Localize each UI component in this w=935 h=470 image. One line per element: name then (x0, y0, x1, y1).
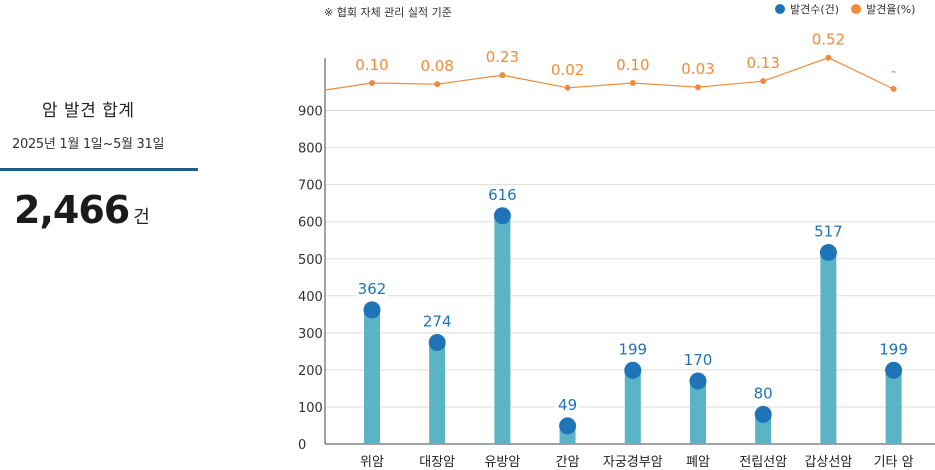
bar-value-label: 199 (879, 340, 908, 358)
category-label: 대장암 (419, 455, 455, 470)
y-tick-label: 200 (298, 364, 323, 379)
legend-item-rate: 발견율(%) (851, 1, 915, 17)
rate-value-label: 0.23 (486, 48, 519, 66)
rate-value-label: 0.13 (746, 54, 779, 72)
rate-point (825, 54, 832, 61)
y-tick-label: 700 (298, 179, 323, 194)
category-label: 위암 (360, 455, 384, 470)
category-label: 전립선암 (739, 455, 787, 470)
bar-value-label: 517 (814, 222, 843, 240)
bar-marker (885, 361, 903, 379)
y-tick-label: 900 (298, 105, 323, 120)
category-label: 간암 (556, 455, 580, 470)
bar-value-label: 616 (488, 186, 517, 204)
legend-rate-label: 발견율(%) (866, 3, 916, 16)
rate-point (499, 72, 506, 79)
bar-marker (493, 207, 511, 225)
bar-marker (363, 301, 381, 319)
bar-value-label: 362 (358, 280, 387, 298)
bar-value-label: 170 (684, 351, 713, 369)
bar (494, 215, 511, 444)
summary-title: 암 발견 합계 (42, 101, 135, 121)
bar (690, 381, 706, 444)
rate-point (369, 79, 375, 86)
bar (624, 370, 641, 444)
y-tick-label: 400 (298, 290, 323, 305)
y-tick-label: 100 (298, 401, 323, 416)
y-tick-label: 0 (298, 438, 306, 453)
rate-value-label: 0.02 (551, 61, 584, 79)
rate-line (324, 57, 894, 91)
rate-value-label: 0.03 (681, 60, 714, 78)
rate-point (695, 84, 701, 91)
bar-marker (428, 333, 446, 351)
bar-marker (624, 361, 642, 379)
rate-point (760, 78, 767, 85)
chart-legend: 발견수(건) 발견율(%) (775, 1, 915, 17)
rate-value-label: 0.10 (355, 56, 388, 74)
bar-value-label: 199 (618, 340, 647, 358)
rate-value-label: 0.10 (616, 56, 649, 74)
rate-point (434, 81, 441, 88)
chart-note: ※ 협회 자체 관리 실적 기준 (324, 6, 452, 19)
legend-rate-dot-icon (851, 4, 862, 14)
y-tick-label: 800 (298, 142, 323, 157)
rate-value-label: 0.08 (420, 57, 453, 75)
category-label: 기타 암 (874, 455, 914, 470)
category-label: 폐암 (686, 455, 710, 470)
rate-point (890, 86, 897, 92)
rate-value-label: - (891, 62, 896, 80)
summary-period: 2025년 1월 1일~5월 31일 (12, 137, 165, 152)
summary-divider (0, 168, 198, 171)
bar-value-label: 49 (558, 396, 577, 414)
bar (364, 309, 380, 444)
bar-marker (819, 243, 837, 261)
y-tick-label: 600 (298, 216, 323, 231)
bar-value-label: 274 (423, 312, 452, 330)
category-label: 자궁경부암 (603, 455, 663, 470)
y-tick-label: 300 (298, 327, 323, 342)
summary-total-number: 2,466 (14, 188, 130, 232)
rate-point (564, 84, 571, 91)
rate-value-label: 0.52 (812, 31, 845, 49)
category-label: 갑상선암 (804, 455, 852, 470)
bar-value-label: 80 (754, 384, 773, 402)
bar-marker (689, 372, 707, 390)
legend-count-dot-icon (775, 4, 785, 14)
legend-count-label: 발견수(건) (790, 3, 840, 16)
cancer-summary-panel: 암 발견 합계 2025년 1월 1일~5월 31일 2,466 건 (0, 0, 215, 470)
bar-marker (754, 405, 772, 423)
summary-total-unit: 건 (133, 207, 150, 228)
bar (820, 252, 837, 444)
bar (885, 370, 902, 444)
bar-marker (559, 417, 577, 435)
y-tick-label: 500 (298, 253, 323, 268)
bar (429, 342, 446, 444)
legend-item-count: 발견수(건) (775, 1, 839, 17)
category-label: 유방암 (484, 455, 520, 470)
rate-point (629, 79, 636, 86)
summary-total: 2,466 건 (14, 188, 150, 232)
